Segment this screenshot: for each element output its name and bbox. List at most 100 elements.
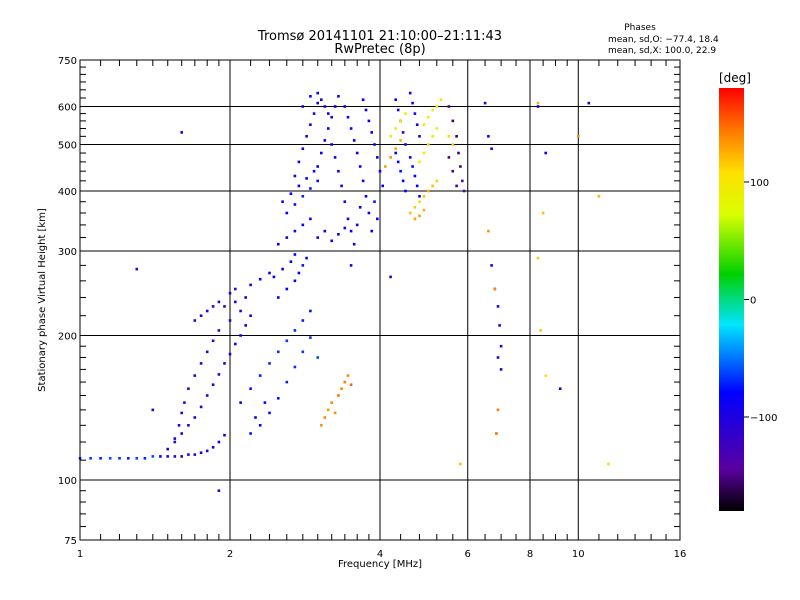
echo-point [459, 462, 462, 466]
colorbar-tick-label: 0 [750, 296, 756, 307]
echo-point [239, 334, 242, 337]
echo-point [199, 362, 203, 365]
echo-point [394, 151, 397, 155]
echo-point [316, 101, 319, 105]
echo-point [408, 211, 412, 215]
echo-point [490, 264, 493, 267]
echo-point [536, 256, 540, 260]
echo-point [285, 287, 289, 291]
echo-point [358, 165, 362, 168]
echo-point [431, 184, 434, 188]
echo-point [418, 160, 421, 164]
echo-point [396, 160, 400, 164]
echo-point [499, 368, 503, 371]
echo-point [254, 416, 257, 419]
echo-point [316, 165, 319, 168]
echo-point [268, 271, 271, 275]
echo-point [293, 174, 297, 178]
echo-point [459, 165, 462, 168]
echo-point [384, 165, 387, 168]
echo-point [418, 135, 421, 138]
echo-point [361, 98, 365, 101]
echo-point [173, 440, 177, 444]
echo-point [399, 169, 402, 173]
y-tick-label: 75 [64, 536, 77, 547]
echo-point [349, 264, 353, 267]
echo-point [447, 105, 451, 108]
echo-point [451, 143, 455, 146]
echo-point [498, 324, 501, 327]
y-tick-label: 750 [58, 56, 77, 67]
echo-point [455, 135, 458, 138]
echo-point [558, 387, 562, 390]
echo-point [435, 127, 439, 130]
echo-point [289, 260, 293, 263]
echo-point [223, 433, 226, 437]
echo-point [234, 300, 237, 304]
echo-point [135, 457, 139, 460]
plot-frame [79, 59, 681, 541]
echo-point [427, 189, 430, 193]
echo-point [462, 189, 466, 193]
chart-subtitle: RwPretec (8p) [334, 42, 425, 57]
echo-point [461, 179, 464, 183]
echo-point [333, 156, 337, 159]
echo-point [320, 98, 323, 101]
echo-point [337, 394, 340, 397]
echo-point [293, 229, 297, 233]
echo-point [293, 279, 297, 283]
axes: 1 2 4 6 8 10 16 75 100 200 300 400 500 600 750 [58, 56, 686, 560]
echo-point [330, 401, 333, 404]
echo-point [340, 387, 343, 390]
echo-point [455, 184, 458, 188]
echo-point [187, 387, 190, 390]
echo-point [320, 424, 323, 427]
echo-point [211, 383, 215, 386]
echo-point [327, 408, 330, 412]
echo-point [418, 200, 421, 203]
echo-point [305, 256, 308, 260]
echo-point [159, 455, 162, 458]
echo-point [99, 457, 102, 460]
x-tick-label: 4 [377, 549, 383, 560]
echo-point [305, 177, 308, 180]
echo-point [422, 195, 426, 198]
echo-point [297, 184, 301, 188]
echo-point [323, 139, 327, 142]
echo-point [493, 287, 497, 291]
echo-point [316, 179, 319, 183]
x-tick-label: 1 [77, 549, 83, 560]
echo-point [364, 195, 368, 198]
echo-point [349, 229, 353, 233]
echo-point [451, 169, 455, 173]
echo-point [277, 397, 280, 400]
echo-point [352, 242, 356, 246]
echo-point [297, 271, 301, 275]
echo-point [309, 95, 312, 98]
echo-point [333, 105, 337, 108]
echo-point [249, 387, 252, 390]
echo-point [451, 119, 455, 123]
echo-point [193, 374, 197, 377]
echo-point [285, 339, 289, 343]
echo-point [435, 179, 439, 183]
x-tick-label: 8 [527, 549, 533, 560]
echo-point [364, 108, 368, 112]
echo-point [378, 169, 382, 173]
echo-point [435, 105, 439, 108]
chart-title: Tromsø 20141101 21:10:00–21:11:43 [257, 29, 502, 44]
echo-point [249, 314, 252, 317]
echo-point [422, 151, 426, 155]
echo-point [544, 374, 547, 377]
echo-point [143, 457, 147, 460]
echo-point [301, 264, 305, 267]
echo-point [312, 169, 316, 173]
echo-point [173, 455, 177, 458]
echo-point [361, 179, 365, 183]
echo-point [193, 319, 197, 322]
echo-point [447, 135, 451, 138]
echo-point [337, 95, 340, 98]
y-tick-label: 600 [58, 103, 77, 114]
echo-point [399, 139, 402, 142]
echo-point [199, 314, 203, 317]
